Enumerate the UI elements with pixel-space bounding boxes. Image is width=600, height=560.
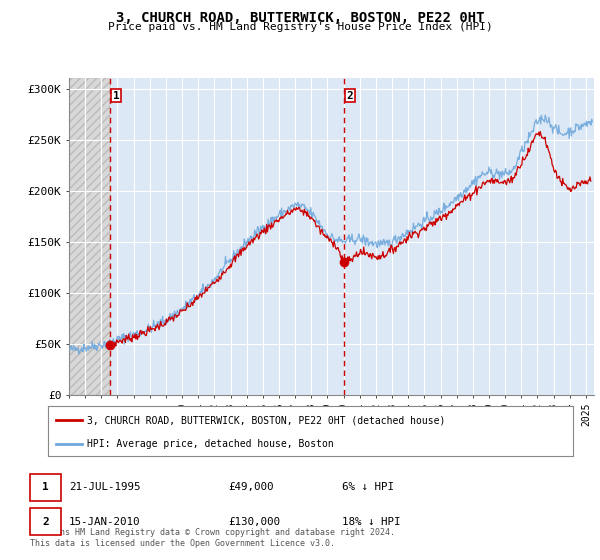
Text: Price paid vs. HM Land Registry's House Price Index (HPI): Price paid vs. HM Land Registry's House …	[107, 22, 493, 32]
Bar	[69, 78, 110, 395]
Text: 6% ↓ HPI: 6% ↓ HPI	[342, 482, 394, 492]
Text: 2: 2	[42, 517, 49, 527]
Text: 3, CHURCH ROAD, BUTTERWICK, BOSTON, PE22 0HT (detached house): 3, CHURCH ROAD, BUTTERWICK, BOSTON, PE22…	[88, 415, 446, 425]
Text: 18% ↓ HPI: 18% ↓ HPI	[342, 517, 401, 527]
Text: 1: 1	[42, 482, 49, 492]
Text: Contains HM Land Registry data © Crown copyright and database right 2024.
This d: Contains HM Land Registry data © Crown c…	[30, 528, 395, 548]
Text: HPI: Average price, detached house, Boston: HPI: Average price, detached house, Bost…	[88, 439, 334, 449]
Text: 3, CHURCH ROAD, BUTTERWICK, BOSTON, PE22 0HT: 3, CHURCH ROAD, BUTTERWICK, BOSTON, PE22…	[116, 11, 484, 25]
Text: 21-JUL-1995: 21-JUL-1995	[69, 482, 140, 492]
Text: £49,000: £49,000	[228, 482, 274, 492]
Text: £130,000: £130,000	[228, 517, 280, 527]
Text: 15-JAN-2010: 15-JAN-2010	[69, 517, 140, 527]
Text: 2: 2	[347, 91, 353, 101]
Text: 1: 1	[113, 91, 119, 101]
